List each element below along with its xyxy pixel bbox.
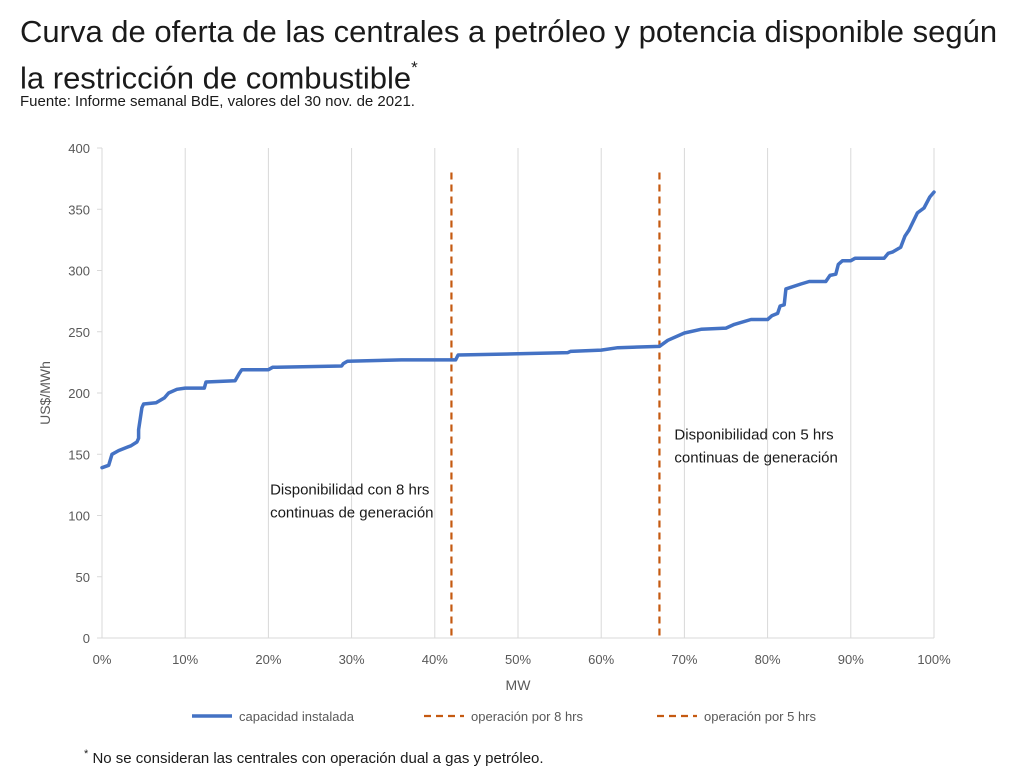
legend: capacidad instalada operación por 8 hrs op… bbox=[192, 709, 817, 724]
x-tick-label: 0% bbox=[93, 652, 112, 667]
x-tick-label: 40% bbox=[422, 652, 448, 667]
chart-title: Curva de oferta de las centrales a petró… bbox=[20, 14, 998, 96]
legend-label: operación por 8 hrs bbox=[471, 709, 584, 724]
y-tick-label: 100 bbox=[68, 509, 90, 524]
footnote-text: No se consideran las centrales con opera… bbox=[92, 750, 544, 767]
y-tick-label: 250 bbox=[68, 325, 90, 340]
y-axis-title: US$/MWh bbox=[37, 361, 53, 425]
legend-label: capacidad instalada bbox=[239, 709, 355, 724]
chart-source: Fuente: Informe semanal BdE, valores del… bbox=[20, 93, 415, 110]
grid bbox=[184, 148, 935, 638]
x-tick-label: 30% bbox=[339, 652, 365, 667]
chart: 0 50 100 150 200 250 300 350 400 0% 10% 20% 30% 40% 50… bbox=[37, 141, 951, 724]
annotation-text: Disponibilidad con 5 hrs bbox=[674, 427, 833, 444]
series-line bbox=[100, 190, 936, 470]
x-tick-label: 20% bbox=[255, 652, 281, 667]
x-tick-label: 70% bbox=[671, 652, 697, 667]
annotations: Disponibilidad con 8 hrs continuas de gen… bbox=[270, 427, 838, 522]
legend-label: operación por 5 hrs bbox=[704, 709, 817, 724]
reference-lines bbox=[450, 172, 661, 638]
title-footnote-mark: * bbox=[411, 58, 418, 77]
y-tick-label: 350 bbox=[68, 202, 90, 217]
y-tick-label: 300 bbox=[68, 264, 90, 279]
y-tick-label: 50 bbox=[76, 570, 90, 585]
annotation-text: Disponibilidad con 8 hrs bbox=[270, 482, 429, 499]
series bbox=[100, 190, 936, 470]
y-tick-label: 0 bbox=[83, 631, 90, 646]
x-tick-label: 80% bbox=[755, 652, 781, 667]
annotation-text: continuas de generación bbox=[270, 505, 433, 522]
x-tick-label: 50% bbox=[505, 652, 531, 667]
x-tick-label: 90% bbox=[838, 652, 864, 667]
x-axis-title: MW bbox=[506, 677, 532, 693]
y-tick-label: 400 bbox=[68, 141, 90, 156]
x-tick-label: 100% bbox=[917, 652, 951, 667]
footnote-mark: * bbox=[84, 748, 89, 760]
x-tick-label: 60% bbox=[588, 652, 614, 667]
y-tick-label: 200 bbox=[68, 386, 90, 401]
y-tick-label: 150 bbox=[68, 447, 90, 462]
footnote: * No se consideran las centrales con ope… bbox=[84, 748, 544, 767]
axes: 0 50 100 150 200 250 300 350 400 0% 10% 20% 30% 40% 50… bbox=[37, 141, 951, 693]
annotation-text: continuas de generación bbox=[674, 450, 837, 467]
x-tick-label: 10% bbox=[172, 652, 198, 667]
